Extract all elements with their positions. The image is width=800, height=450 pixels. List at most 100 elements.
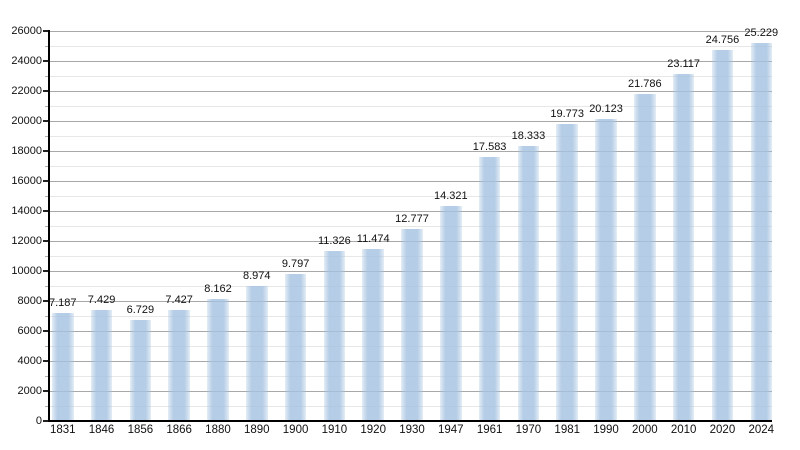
bar-value-label: 19.773 — [550, 108, 585, 121]
major-gridline — [50, 31, 772, 32]
bar — [440, 206, 462, 421]
y-axis-tick-label: 10000 — [11, 265, 42, 277]
bar — [634, 94, 656, 421]
bar-value-label: 18.333 — [511, 130, 546, 142]
x-axis-tick-label: 2020 — [709, 424, 736, 436]
bar — [556, 124, 578, 421]
y-axis-minor-tick — [45, 106, 48, 107]
y-axis-tick — [43, 390, 48, 392]
major-gridline — [50, 211, 772, 212]
y-axis-tick — [43, 420, 48, 422]
y-axis-tick — [43, 30, 48, 32]
minor-gridline — [50, 76, 772, 77]
bar-value-label: 24.756 — [705, 33, 740, 46]
bar — [750, 42, 772, 421]
y-axis-minor-tick — [45, 376, 48, 377]
y-axis-minor-tick — [45, 196, 48, 197]
major-gridline — [50, 61, 772, 62]
y-axis-tick-label: 24000 — [11, 55, 42, 67]
y-axis-tick-label: 16000 — [11, 175, 42, 187]
y-axis-tick — [43, 360, 48, 362]
x-axis-tick-label: 2000 — [632, 424, 658, 436]
y-axis-tick — [43, 270, 48, 272]
y-axis-tick — [43, 210, 48, 212]
bar-value-label: 25.229 — [744, 26, 779, 39]
y-axis-tick — [43, 60, 48, 62]
y-axis-tick-label: 6000 — [17, 325, 42, 337]
y-axis-tick-label: 4000 — [17, 355, 42, 367]
bar — [207, 298, 229, 421]
x-axis-tick-label: 1910 — [321, 424, 348, 436]
y-axis-tick-label: 8000 — [17, 295, 42, 307]
bar — [517, 146, 540, 421]
bar — [362, 248, 384, 421]
bar — [323, 251, 346, 421]
bar — [284, 274, 307, 421]
bar — [595, 119, 617, 421]
y-axis-tick — [43, 240, 48, 242]
y-axis-tick — [43, 120, 48, 122]
y-axis-minor-tick — [45, 46, 48, 47]
bar-value-label: 11.474 — [356, 232, 390, 245]
y-axis-minor-tick — [45, 406, 48, 407]
y-axis-minor-tick — [45, 286, 48, 287]
bar-value-label: 14.321 — [433, 190, 468, 203]
x-axis-tick-label: 1831 — [49, 424, 76, 436]
x-axis-tick-label: 1866 — [166, 424, 192, 436]
y-axis-tick-label: 14000 — [11, 205, 42, 217]
x-axis-tick-label: 1970 — [515, 424, 542, 436]
bar — [401, 229, 423, 421]
bar — [478, 157, 501, 421]
y-axis-tick — [43, 150, 48, 152]
x-axis-tick-label: 1880 — [205, 424, 231, 436]
bar-value-label: 7.427 — [165, 293, 193, 306]
bar-value-label: 8.162 — [204, 282, 232, 295]
x-axis-tick-label: 1890 — [243, 424, 270, 436]
y-axis-minor-tick — [45, 76, 48, 77]
x-axis-tick-label: 1856 — [127, 424, 154, 436]
y-axis-tick-label: 22000 — [11, 85, 42, 97]
minor-gridline — [50, 136, 772, 137]
bar — [711, 49, 734, 421]
major-gridline — [50, 121, 772, 122]
bar-value-label: 12.777 — [395, 213, 429, 226]
y-axis-tick — [43, 180, 48, 182]
bar-value-label: 17.583 — [472, 141, 507, 154]
x-axis-line — [48, 420, 772, 422]
bar — [672, 74, 695, 421]
bar-value-label: 23.117 — [667, 58, 701, 71]
y-axis-tick-label: 12000 — [11, 235, 42, 247]
bar — [52, 313, 74, 421]
minor-gridline — [50, 196, 772, 197]
x-axis-tick-label: 1981 — [554, 424, 581, 436]
y-axis-tick — [43, 330, 48, 332]
y-axis-line — [48, 30, 50, 422]
x-axis-tick-label: 1920 — [360, 424, 386, 436]
x-axis-tick-label: 1961 — [476, 424, 503, 436]
y-axis-tick — [43, 90, 48, 92]
y-axis-tick-label: 20000 — [11, 115, 42, 127]
y-axis-minor-tick — [45, 136, 48, 137]
y-axis-minor-tick — [45, 316, 48, 317]
x-axis-tick-label: 1846 — [88, 424, 115, 436]
bar-value-label: 20.123 — [589, 103, 623, 116]
major-gridline — [50, 181, 772, 182]
y-axis-minor-tick — [45, 256, 48, 257]
bar-value-label: 21.786 — [628, 78, 662, 91]
bar-value-label: 8.974 — [243, 270, 271, 283]
bar-value-label: 9.797 — [281, 258, 310, 271]
plot-area: 7.187 7.429 6.729 7.427 8.162 8.974 9.797 11.32… — [49, 27, 778, 421]
x-axis-tick-label: 1990 — [593, 424, 619, 436]
bar-value-label: 6.729 — [126, 304, 155, 317]
y-axis-tick-label: 18000 — [11, 145, 42, 157]
y-axis-tick-label: 26000 — [11, 25, 42, 37]
bar — [246, 286, 268, 421]
x-axis-tick-label: 1900 — [282, 424, 309, 436]
minor-gridline — [50, 166, 772, 167]
x-axis-tick-label: 2010 — [670, 424, 697, 436]
y-axis-minor-tick — [45, 226, 48, 227]
bar-value-label: 11.326 — [317, 235, 351, 248]
bar-value-label: 7.429 — [87, 293, 116, 306]
bar — [168, 309, 190, 421]
y-axis-minor-tick — [45, 346, 48, 347]
